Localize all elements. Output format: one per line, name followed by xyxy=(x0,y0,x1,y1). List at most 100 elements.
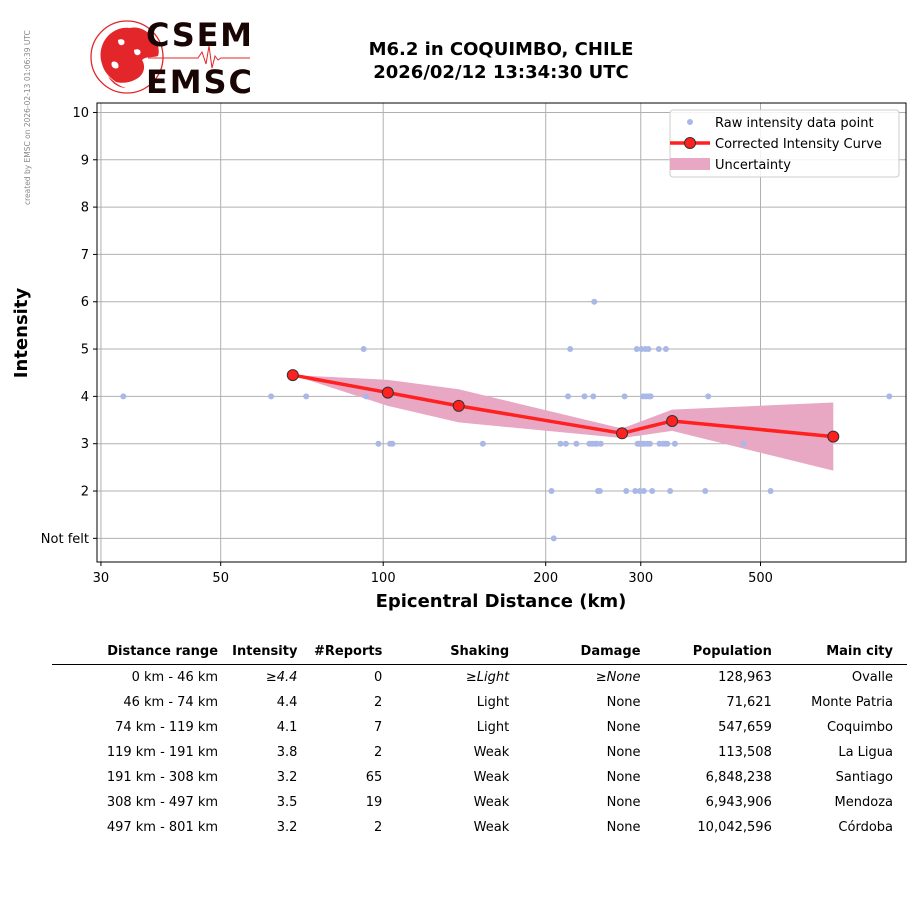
table-row: 46 km - 74 km 4.4 2 Light None 71,621 Monte Pa… xyxy=(52,690,907,715)
raw-data-point xyxy=(632,488,639,495)
x-tick-label: 500 xyxy=(748,571,773,586)
table-cell: 308 km - 497 km xyxy=(106,795,219,810)
x-tick-label: 200 xyxy=(533,571,558,586)
table-cell: 547,659 xyxy=(718,720,772,735)
table-cell: 119 km - 191 km xyxy=(106,745,219,760)
table-cell: ≥None xyxy=(595,670,641,685)
table-cell: None xyxy=(606,745,641,760)
table-cell: None xyxy=(606,820,641,835)
intensity-table: Distance range Intensity #Reports Shakin… xyxy=(52,640,907,840)
table-row: 0 km - 46 km ≥4.4 0 ≥Light ≥None 128,963 Ovall… xyxy=(52,665,907,691)
table-cell: 6,943,906 xyxy=(705,795,772,810)
header-population: Population xyxy=(654,640,786,665)
header-reports: #Reports xyxy=(305,640,413,665)
table-cell: ≥Light xyxy=(465,670,510,685)
table-cell: 74 km - 119 km xyxy=(115,720,219,735)
table-cell: None xyxy=(606,770,641,785)
y-tick-label: 8 xyxy=(81,201,89,216)
table-row: 74 km - 119 km 4.1 7 Light None 547,659 Coquim… xyxy=(52,715,907,740)
table-cell: 128,963 xyxy=(718,670,772,685)
raw-data-point xyxy=(886,393,893,400)
y-tick-label: Not felt xyxy=(41,532,89,547)
axes xyxy=(96,102,907,563)
emsc-logo: CSEM EMSC xyxy=(90,16,252,98)
y-tick-label: 6 xyxy=(81,295,89,310)
title-line-2: 2026/02/12 13:34:30 UTC xyxy=(373,62,629,83)
table-cell: Light xyxy=(476,720,510,735)
raw-data-point xyxy=(590,393,597,400)
x-tick-label: 30 xyxy=(93,571,110,586)
raw-data-point xyxy=(655,346,662,353)
table-cell: 3.8 xyxy=(276,745,298,760)
logo-globe-map xyxy=(100,27,159,88)
raw-data-point xyxy=(623,488,630,495)
raw-data-point xyxy=(664,440,671,447)
x-axis-label: Epicentral Distance (km) xyxy=(376,591,627,612)
y-axis-label: Intensity xyxy=(11,288,32,379)
raw-data-point xyxy=(581,393,588,400)
raw-data-point xyxy=(550,535,557,542)
table-cell: 0 xyxy=(374,670,383,685)
table-cell: 2 xyxy=(374,820,383,835)
table-cell: 0 km - 46 km xyxy=(131,670,219,685)
logo-globe-land xyxy=(111,39,141,69)
table-cell: 4.4 xyxy=(276,695,298,710)
table-cell: Santiago xyxy=(835,770,893,785)
raw-data-point xyxy=(375,440,382,447)
curve-marker xyxy=(666,414,679,427)
raw-data-point xyxy=(702,488,709,495)
table-cell: Monte Patria xyxy=(811,695,893,710)
table-row: 308 km - 497 km 3.5 19 Weak None 6,943,906 Men… xyxy=(52,790,907,815)
raw-data-point xyxy=(647,393,654,400)
table-cell: None xyxy=(606,795,641,810)
raw-data-point xyxy=(303,393,310,400)
raw-data-point xyxy=(649,488,656,495)
table-cell: 3.2 xyxy=(276,820,298,835)
raw-data-point xyxy=(591,298,598,305)
table-row: 191 km - 308 km 3.2 65 Weak None 6,848,238 San… xyxy=(52,765,907,790)
header-intensity: Intensity xyxy=(226,640,306,665)
raw-data-point xyxy=(360,346,367,353)
header-main-city: Main city xyxy=(785,640,907,665)
table-cell: 46 km - 74 km xyxy=(123,695,219,710)
table-cell: Coquimbo xyxy=(826,720,893,735)
legend: Raw intensity data point Corrected Inten… xyxy=(669,109,900,178)
legend-raw-label: Raw intensity data point xyxy=(715,116,874,131)
table-cell: 7 xyxy=(374,720,383,735)
raw-data-point xyxy=(646,440,653,447)
intensity-curve xyxy=(286,369,840,443)
table-cell: None xyxy=(606,720,641,735)
table-cell: 71,621 xyxy=(726,695,772,710)
table-cell: 19 xyxy=(365,795,383,810)
raw-data-point xyxy=(645,346,652,353)
x-tick-label: 100 xyxy=(371,571,396,586)
table-cell: 6,848,238 xyxy=(705,770,772,785)
logo-globe-ring xyxy=(90,20,164,94)
table-cell: ≥4.4 xyxy=(265,670,298,685)
raw-data-point xyxy=(268,393,275,400)
x-tick-labels: 30 50 100 200 300 500 xyxy=(93,562,773,586)
raw-data-point xyxy=(479,440,486,447)
logo-text-emsc: EMSC xyxy=(146,63,252,98)
table-cell: 3.2 xyxy=(276,770,298,785)
intensity-chart: 30 50 100 200 300 500 Not felt 2 3 4 5 6 7 8 9 10 Epic… xyxy=(11,102,907,612)
legend-curve-label: Corrected Intensity Curve xyxy=(715,137,882,152)
y-tick-label: 5 xyxy=(81,343,89,358)
table-cell: La Ligua xyxy=(838,745,893,760)
table-cell: 3.5 xyxy=(276,795,298,810)
raw-data-point xyxy=(562,440,569,447)
raw-data-point xyxy=(633,346,640,353)
curve-marker xyxy=(452,399,465,412)
raw-data-point xyxy=(621,393,628,400)
curve-marker xyxy=(286,369,299,382)
grid xyxy=(97,103,906,562)
table-cell: 10,042,596 xyxy=(697,820,772,835)
raw-data-point xyxy=(389,440,396,447)
raw-data-point xyxy=(120,393,127,400)
raw-data-point xyxy=(596,488,603,495)
raw-data-point xyxy=(705,393,712,400)
raw-points xyxy=(120,298,893,542)
chart-title: M6.2 in COQUIMBO, CHILE 2026/02/12 13:34… xyxy=(300,38,702,84)
y-tick-label: 7 xyxy=(81,248,89,263)
raw-data-point xyxy=(363,393,370,400)
